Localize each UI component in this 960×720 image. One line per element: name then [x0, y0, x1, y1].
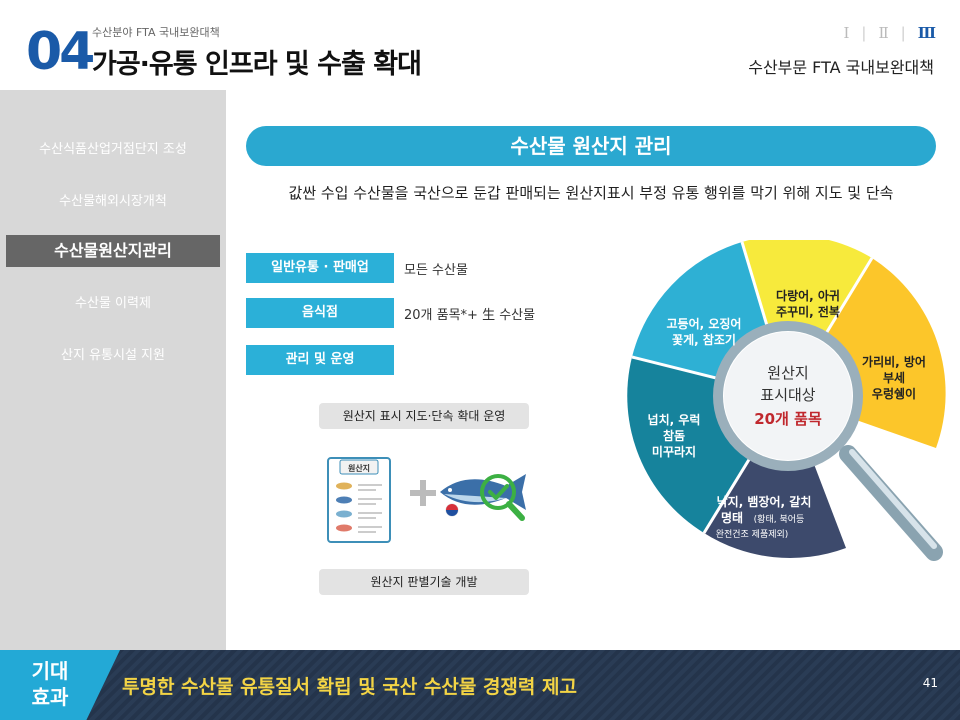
sidebar-item-processing-complex[interactable]: 수산식품산업거점단지 조성 — [39, 142, 187, 157]
pill-tech-development: 원산지 판별기술 개발 — [319, 569, 529, 595]
expected-effect-message: 투명한 수산물 유통질서 확립 및 국산 수산물 경쟁력 제고 — [122, 676, 577, 698]
category-restaurant-value: 20개 품목*+ 生 수산물 — [404, 308, 536, 323]
origin-illustration: 원산지 — [327, 457, 526, 543]
footer: 기대 효과 투명한 수산물 유통질서 확립 및 국산 수산물 경쟁력 제고 41 — [0, 650, 960, 720]
chapter-separator: | — [900, 24, 906, 42]
donut-center-line2: 표시대상 — [760, 386, 815, 404]
category-restaurant: 음식점 — [246, 298, 394, 328]
seg3-line2: 부세 — [883, 370, 905, 385]
sidebar-item-overseas-market[interactable]: 수산물해외시장개척 — [59, 194, 167, 209]
clipboard-icon: 원산지 — [327, 457, 391, 543]
chapter-2[interactable]: Ⅱ — [878, 24, 889, 42]
segment-octopus — [704, 396, 846, 558]
seg5-line2: 명태 — [721, 510, 743, 525]
origin-item-donut: 원산지 표시대상 20개 품목 고등어, 오징어 꽃게, 참조기 다랑어, 아귀… — [627, 240, 946, 561]
chapter-nav: Ⅰ | Ⅱ | Ⅲ — [843, 24, 936, 42]
magnifier-handle-icon — [839, 445, 943, 561]
chapter-1[interactable]: Ⅰ — [843, 24, 850, 42]
plus-icon — [410, 480, 436, 506]
seg4-line3: 미꾸라지 — [652, 444, 696, 459]
seg4-line1: 넙치, 우럭 — [648, 412, 701, 427]
sidebar-item-traceability[interactable]: 수산물 이력제 — [75, 296, 151, 311]
chapter-3[interactable]: Ⅲ — [917, 24, 936, 42]
chapter-separator: | — [861, 24, 867, 42]
seg2-line1: 다랑어, 아귀 — [776, 288, 840, 303]
seg5-line2b: (황태, 북어등 — [754, 514, 805, 525]
segment-tuna — [742, 240, 872, 396]
section-description: 값싼 수입 수산물을 국산으로 둔갑 판매되는 원산지표시 부정 유통 행위를 … — [288, 184, 894, 202]
seg1-line2: 꽃게, 참조기 — [672, 332, 736, 347]
category-general-retail-value: 모든 수산물 — [404, 263, 468, 278]
page-subtitle: 수산부문 FTA 국내보완대책 — [748, 58, 934, 77]
seg4-line2: 참돔 — [663, 428, 685, 443]
expected-effect-label: 기대 효과 — [31, 659, 69, 709]
donut-center-line1: 원산지 — [767, 364, 808, 382]
category-general-retail: 일반유통 · 판매업 — [246, 253, 394, 283]
category-management: 관리 및 운영 — [246, 345, 394, 375]
clipboard-label: 원산지 — [348, 463, 370, 473]
magnifier-check-icon — [480, 474, 525, 521]
page-title: 가공·유통 인프라 및 수출 확대 — [92, 49, 422, 80]
header: 04 수산분야 FTA 국내보완대책 가공·유통 인프라 및 수출 확대 Ⅰ |… — [0, 0, 960, 90]
section-number: 04 — [26, 22, 95, 82]
seg2-line2: 주꾸미, 전복 — [776, 304, 840, 319]
korea-flag-icon — [445, 503, 459, 517]
seg5-line3: 완전건조 제품제외) — [716, 528, 789, 540]
seg3-line1: 가리비, 방어 — [862, 354, 926, 369]
seg5-line1: 낙지, 뱀장어, 갈치 — [717, 494, 812, 509]
sidebar: 수산식품산업거점단지 조성 수산물해외시장개척 수산물원산지관리 수산물 이력제… — [0, 90, 226, 650]
sidebar-item-distribution-facility[interactable]: 산지 유통시설 지원 — [61, 348, 165, 363]
sidebar-item-origin-management[interactable]: 수산물원산지관리 — [6, 235, 220, 267]
seg3-line3: 우렁쉥이 — [872, 386, 916, 401]
section-small-label: 수산분야 FTA 국내보완대책 — [92, 26, 220, 39]
section-banner: 수산물 원산지 관리 — [246, 126, 936, 166]
seg1-line1: 고등어, 오징어 — [667, 316, 742, 331]
donut-center-line3: 20개 품목 — [754, 410, 822, 428]
page-number: 41 — [922, 676, 938, 690]
pill-enforcement: 원산지 표시 지도·단속 확대 운영 — [319, 403, 529, 429]
